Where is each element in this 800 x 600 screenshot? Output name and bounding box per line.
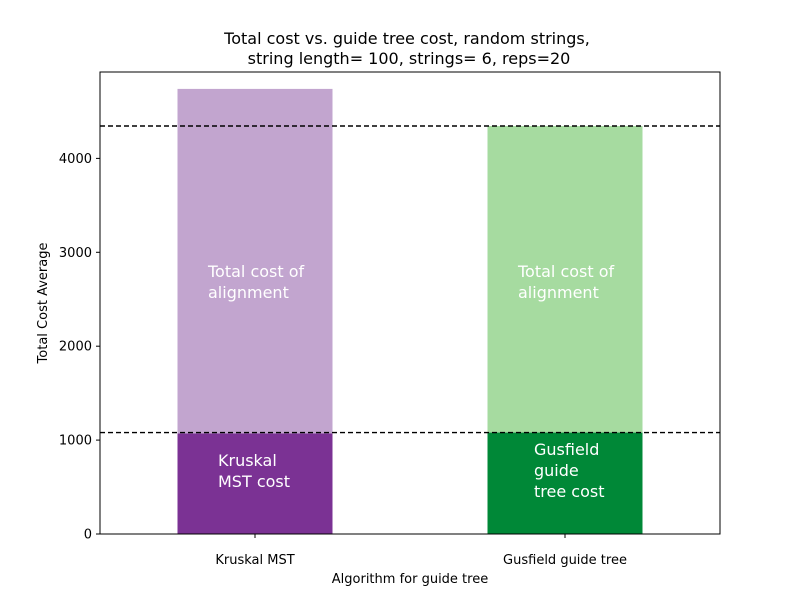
chart-title-line-2: string length= 100, strings= 6, reps=20 <box>248 49 571 68</box>
y-tick-label-0: 0 <box>84 528 92 543</box>
y-axis: 0 1000 2000 3000 4000 <box>59 152 100 543</box>
x-tick-label-1: Gusfield guide tree <box>503 553 627 568</box>
y-axis-label: Total Cost Average <box>36 243 51 365</box>
x-tick-label-0: Kruskal MST <box>215 553 294 568</box>
y-tick-label-1: 1000 <box>59 434 92 449</box>
chart-title-line-1: Total cost vs. guide tree cost, random s… <box>223 29 590 48</box>
x-axis: Kruskal MST Gusfield guide tree <box>215 534 627 568</box>
y-tick-label-3: 3000 <box>59 246 92 261</box>
chart-title: Total cost vs. guide tree cost, random s… <box>223 29 590 68</box>
x-axis-label: Algorithm for guide tree <box>332 572 488 587</box>
y-tick-label-2: 2000 <box>59 340 92 355</box>
y-tick-label-4: 4000 <box>59 152 92 167</box>
